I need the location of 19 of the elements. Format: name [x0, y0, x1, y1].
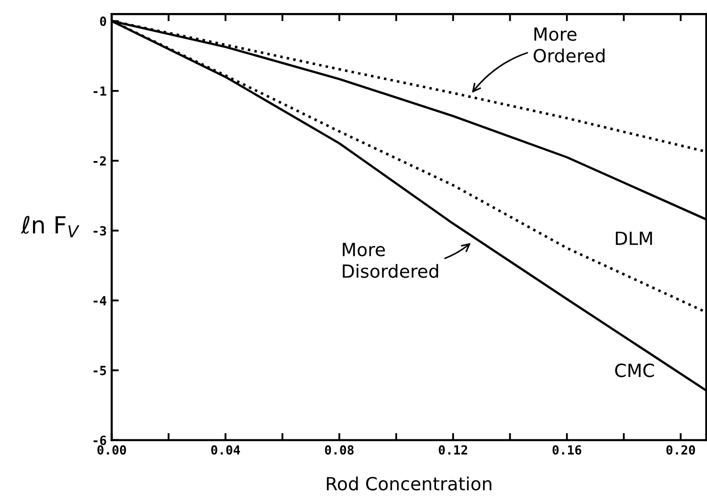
x-tick-label: 0.12 [438, 445, 468, 455]
x-tick-label: 0.20 [666, 445, 695, 455]
x-tick-label: 0.04 [211, 445, 240, 455]
annotation: CMC [615, 364, 654, 378]
y-tick-label: -2 [94, 156, 106, 166]
annotation: More Disordered [342, 242, 438, 278]
x-tick-label: 0.00 [97, 445, 126, 455]
y-tick-label: -3 [94, 226, 106, 236]
annotation: More Ordered [534, 28, 604, 63]
y-axis-title: ℓn F$_{V}$ [20, 216, 80, 238]
y-tick-label: -5 [94, 366, 106, 376]
x-tick-label: 0.16 [552, 445, 582, 455]
y-tick-label: -6 [94, 436, 106, 446]
x-axis-title: Rod Concentration [326, 476, 492, 491]
y-tick-label: 0 [100, 16, 106, 26]
y-tick-label: -1 [94, 86, 106, 96]
y-tick-label: -4 [94, 296, 106, 306]
annotation: DLM [616, 232, 652, 245]
x-tick-label: 0.08 [325, 445, 354, 455]
